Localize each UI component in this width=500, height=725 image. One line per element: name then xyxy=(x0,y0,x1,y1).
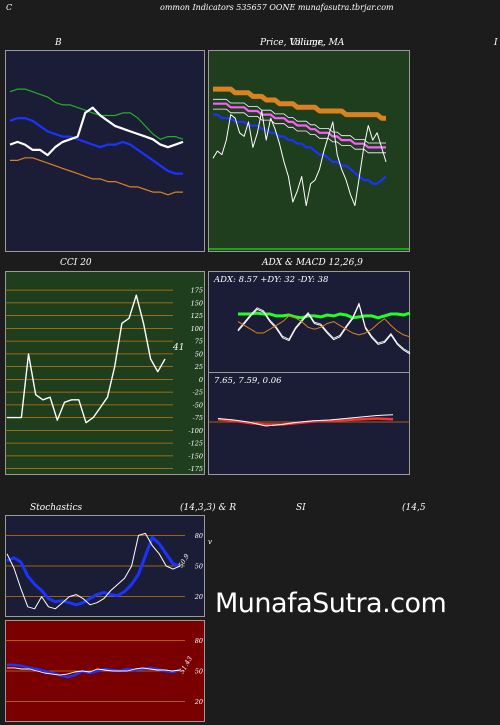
cci-tick-label: -125 xyxy=(188,440,203,448)
adx-panel xyxy=(208,271,410,475)
price-ma-white-band-2 xyxy=(213,108,386,154)
rsi-chart: 80 50 20 51.43 xyxy=(5,637,203,706)
adx-plus-dy-outline xyxy=(237,302,411,353)
cci-tick-label: -150 xyxy=(188,452,203,460)
stoch-chart: 80 50 20 50.9 xyxy=(5,532,203,610)
bollinger-series-2 xyxy=(9,88,184,140)
cci-tick-label: 100 xyxy=(191,325,203,333)
rsi-signal-line xyxy=(7,667,181,676)
rsi-line xyxy=(7,663,181,679)
adx-series-0 xyxy=(238,311,411,320)
macd-signal-line xyxy=(217,417,394,426)
rsi-tick-label: 50 xyxy=(195,668,203,676)
cci-panel xyxy=(5,271,205,475)
bollinger-series-1 xyxy=(9,116,183,175)
macd-values: 7.65, 7.59, 0.06 xyxy=(214,376,282,386)
cci-tick-label: 50 xyxy=(195,350,203,358)
stoch-params: (14,3,3) & R xyxy=(180,503,237,513)
bollinger-chart xyxy=(9,88,184,196)
cci-title: CCI 20 xyxy=(60,258,92,268)
cci-tick-label: -75 xyxy=(193,414,203,422)
rsi-title: SI xyxy=(296,503,306,513)
stoch-last-value: 50.9 xyxy=(177,552,191,569)
price-series-1 xyxy=(213,102,386,149)
bollinger-title: B xyxy=(55,38,62,48)
adx-series-1 xyxy=(237,304,411,355)
price-edge-letter: I xyxy=(494,38,498,48)
price-series-0 xyxy=(213,86,386,121)
price-panel xyxy=(208,50,410,252)
watermark: MunafaSutra.com xyxy=(215,588,447,619)
cci-tick-label: 150 xyxy=(191,299,203,307)
stoch-d-line xyxy=(6,532,181,610)
stoch-tick-label: 50 xyxy=(195,563,203,571)
price-series-2 xyxy=(213,113,387,185)
stoch-side-label: v xyxy=(208,538,212,546)
cci-line xyxy=(7,294,166,424)
page-title: ommon Indicators 535657 OONE munafasutra… xyxy=(160,3,394,12)
adx-series-2 xyxy=(237,315,411,338)
cci-tick-label: -50 xyxy=(193,401,203,409)
bollinger-series-3 xyxy=(10,157,183,196)
rsi-params: (14,5 xyxy=(402,503,426,513)
cci-tick-label: 75 xyxy=(195,338,203,346)
adx-macd-chart xyxy=(208,302,411,427)
macd-line xyxy=(217,414,394,427)
cci-tick-label: 25 xyxy=(194,363,203,371)
stoch-title: Stochastics xyxy=(30,503,83,513)
cci-tick-label: -25 xyxy=(193,389,203,397)
adx-title: ADX & MACD 12,26,9 xyxy=(262,258,363,268)
cci-last-value: 41 xyxy=(173,343,185,353)
cci-tick-label: 175 xyxy=(191,287,203,295)
price-ma-white-band-1 xyxy=(213,98,386,144)
price-series-3 xyxy=(212,110,387,207)
header-letter: C xyxy=(6,3,13,12)
price-chart xyxy=(208,86,410,250)
rsi-last-value: 51.43 xyxy=(178,655,194,675)
adx-macd-divider xyxy=(208,372,410,373)
stoch-tick-label: 20 xyxy=(194,593,203,601)
rsi-tick-label: 20 xyxy=(194,698,203,706)
price-overlay-title: Ulliugr, xyxy=(290,38,324,48)
stoch-tick-label: 80 xyxy=(195,532,203,540)
cci-tick-label: 125 xyxy=(191,312,203,320)
price-title: Price, Volume, MA xyxy=(260,38,345,48)
cci-tick-label: 0 xyxy=(199,376,203,384)
cci-tick-label: -100 xyxy=(188,427,203,435)
adx-values: ADX: 8.57 +DY: 32 -DY: 38 xyxy=(214,275,329,285)
cci-tick-label: -175 xyxy=(188,465,203,473)
cci-chart: 175 150 125 100 75 50 25 0 -25 -50 -75 -100 -125 -150… xyxy=(5,287,203,473)
bollinger-series-0 xyxy=(9,106,184,157)
rsi-tick-label: 80 xyxy=(195,637,203,645)
stoch-k-line xyxy=(6,535,181,607)
